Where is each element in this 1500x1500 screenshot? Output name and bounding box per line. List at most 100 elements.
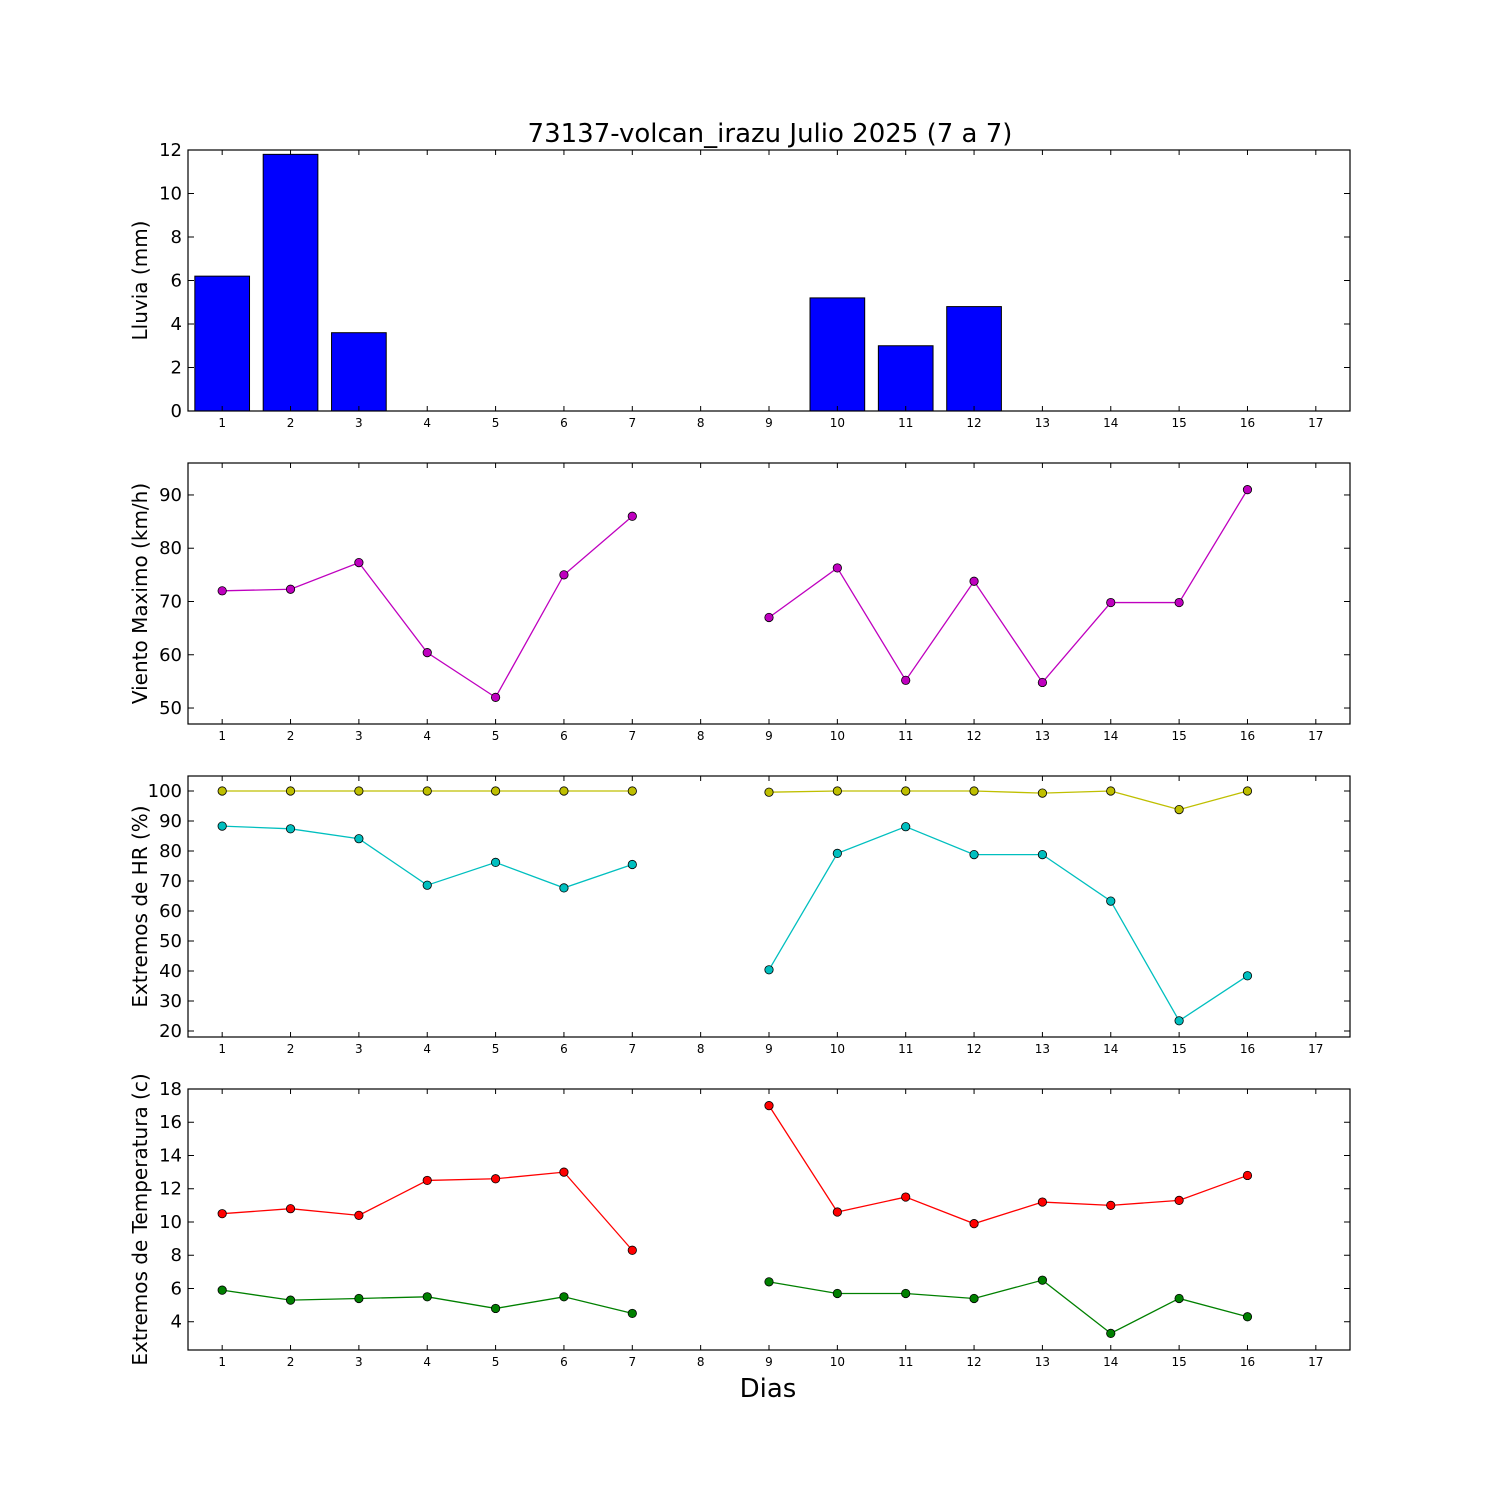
x-tick-label: 4 [423, 1042, 431, 1056]
y-tick-label: 8 [171, 227, 182, 248]
x-tick-label: 9 [765, 729, 773, 743]
series-2-point-day-4 [422, 880, 432, 890]
series-2-point-day-3 [354, 1293, 364, 1304]
x-tick-label: 17 [1308, 416, 1323, 430]
y-tick-label: 10 [159, 1212, 182, 1233]
series-2-point-day-4 [422, 1292, 432, 1302]
y-tick-label: 30 [159, 991, 182, 1012]
series-1-point-day-2 [285, 786, 296, 796]
x-tick-label: 8 [697, 1355, 705, 1369]
x-tick-label: 14 [1103, 1355, 1118, 1369]
x-tick-label: 15 [1171, 416, 1186, 430]
series-2-point-day-15 [1174, 1016, 1184, 1026]
series-1-line-2 [768, 790, 1248, 811]
series-1-line-2 [768, 1105, 1248, 1225]
series-1-point-day-4 [422, 786, 432, 796]
x-tick-label: 4 [423, 1355, 431, 1369]
panel-2: 1 2 3 4 5 6 7 8 9 10 11 12 13 14 15 16 175060708090Vient… [128, 462, 1351, 743]
x-tick-label: 4 [423, 416, 431, 430]
x-tick-label: 5 [492, 1355, 500, 1369]
series-2-point-day-5 [490, 1303, 501, 1314]
x-tick-label: 16 [1240, 416, 1255, 430]
series-1-point-day-13 [1037, 788, 1048, 798]
series-1-point-day-3 [354, 786, 364, 796]
series-1-point-day-12 [969, 786, 979, 796]
x-tick-label: 10 [830, 1042, 845, 1056]
x-tick-label: 3 [355, 1355, 363, 1369]
series-1-point-day-16 [1242, 786, 1253, 796]
x-tick-label: 13 [1035, 416, 1050, 430]
series-1-point-day-13 [1037, 677, 1048, 688]
series-1-point-day-5 [490, 786, 501, 796]
y-tick-label: 14 [159, 1145, 182, 1166]
x-tick-label: 17 [1308, 1355, 1323, 1369]
series-1-point-day-10 [832, 1207, 842, 1217]
y-tick-label: 100 [148, 781, 182, 802]
x-tick-label: 3 [355, 1042, 363, 1056]
series-2-point-day-6 [559, 883, 569, 893]
series-2-line-2 [768, 826, 1248, 1022]
x-tick-label: 16 [1240, 1042, 1255, 1056]
series-1-point-day-16 [1242, 1170, 1253, 1181]
x-tick-label: 7 [628, 416, 636, 430]
y-tick-label: 80 [159, 841, 182, 862]
y-tick-label: 12 [159, 140, 182, 161]
y-tick-label: 6 [171, 271, 182, 292]
x-tick-label: 11 [898, 1355, 913, 1369]
series-1-point-day-6 [559, 570, 569, 580]
x-tick-label: 1 [218, 416, 226, 430]
panel-4: 1 2 3 4 5 6 7 8 9 10 11 12 13 14 15 16 174681012141618Ex… [128, 1073, 1351, 1369]
series-2-point-day-14 [1106, 1328, 1116, 1338]
series-1-point-day-2 [285, 584, 296, 594]
x-axis-label: Dias [740, 1374, 797, 1404]
x-tick-label: 17 [1308, 729, 1323, 743]
panel-3: 1 2 3 4 5 6 7 8 9 10 11 12 13 14 15 16 17203040506070809… [128, 775, 1351, 1056]
x-tick-label: 10 [830, 1355, 845, 1369]
y-axis-label: Lluvia (mm) [128, 221, 152, 341]
series-1-point-day-7 [627, 1245, 637, 1255]
series-1-point-day-1 [217, 1209, 227, 1219]
y-tick-label: 0 [171, 401, 182, 422]
y-tick-label: 8 [171, 1245, 182, 1266]
series-1-point-day-15 [1174, 597, 1184, 608]
y-tick-label: 70 [159, 591, 182, 612]
series-1-point-day-5 [490, 1174, 501, 1184]
y-tick-label: 50 [159, 931, 182, 952]
x-tick-label: 5 [492, 1042, 500, 1056]
x-tick-label: 11 [898, 416, 913, 430]
series-2-point-day-13 [1037, 1275, 1048, 1285]
x-tick-label: 8 [697, 1042, 705, 1056]
y-tick-label: 18 [159, 1079, 182, 1100]
x-tick-label: 9 [765, 1355, 773, 1369]
series-2-point-day-6 [559, 1292, 569, 1302]
x-tick-label: 6 [560, 1042, 568, 1056]
series-1-point-day-3 [354, 558, 364, 568]
series-1-point-day-2 [285, 1204, 296, 1214]
x-tick-label: 10 [830, 729, 845, 743]
y-tick-label: 4 [171, 314, 182, 335]
x-tick-label: 15 [1171, 729, 1186, 743]
x-tick-label: 16 [1240, 729, 1255, 743]
series-2-point-day-16 [1242, 1312, 1253, 1322]
series-2-point-day-2 [285, 824, 296, 834]
y-tick-label: 4 [171, 1312, 182, 1333]
series-2-point-day-12 [969, 1293, 979, 1304]
x-tick-label: 12 [966, 1355, 981, 1369]
x-tick-label: 5 [492, 416, 500, 430]
series-2-point-day-11 [901, 1288, 911, 1299]
series-2-point-day-7 [627, 859, 637, 870]
series-1-point-day-4 [422, 1175, 432, 1186]
series-2-point-day-10 [832, 848, 842, 859]
x-tick-label: 4 [423, 729, 431, 743]
series-2-point-day-9 [764, 965, 774, 975]
y-tick-label: 6 [171, 1278, 182, 1299]
y-tick-label: 90 [159, 485, 182, 506]
y-tick-label: 10 [159, 184, 182, 205]
series-2-line-2 [768, 1279, 1248, 1335]
x-tick-label: 10 [830, 416, 845, 430]
y-tick-label: 16 [159, 1112, 182, 1133]
series-1-point-day-7 [627, 786, 637, 796]
series-1-point-day-12 [969, 576, 979, 586]
